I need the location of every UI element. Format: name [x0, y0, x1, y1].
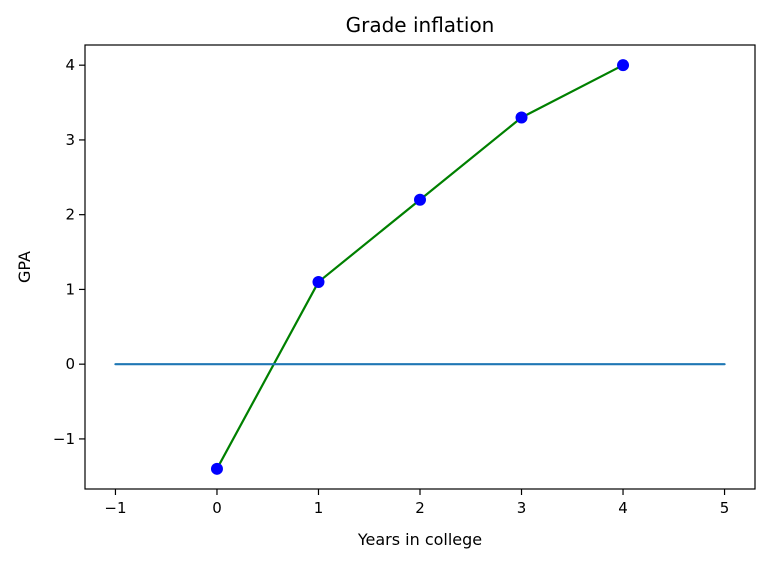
- y-axis: −1 0 1 2 3 4: [53, 56, 85, 448]
- y-axis-label: GPA: [15, 251, 34, 283]
- y-tick-label: 2: [65, 206, 75, 224]
- series-0-point: [515, 111, 528, 124]
- plot-area: [84, 44, 756, 490]
- x-tick-label: 4: [618, 499, 628, 517]
- y-tick-label: 3: [65, 131, 75, 149]
- chart-title: Grade inflation: [346, 13, 495, 37]
- y-tick-label: 4: [65, 56, 75, 74]
- y-tick-label: 1: [65, 280, 75, 298]
- y-tick-label: −1: [53, 430, 75, 448]
- series-0-point: [617, 59, 630, 72]
- plot-frame: [84, 44, 756, 490]
- x-tick-label: 3: [517, 499, 527, 517]
- series-0-point: [210, 462, 223, 475]
- x-tick-label: −1: [104, 499, 126, 517]
- x-tick-label: 5: [720, 499, 730, 517]
- series-layer: [114, 59, 726, 475]
- series-0-point: [312, 275, 325, 288]
- y-tick-label: 0: [65, 355, 75, 373]
- x-axis: −1 0 1 2 3 4 5: [104, 489, 729, 517]
- x-tick-label: 0: [212, 499, 222, 517]
- x-tick-label: 2: [415, 499, 425, 517]
- series-0-point: [414, 193, 426, 206]
- x-tick-label: 1: [314, 499, 324, 517]
- x-axis-label: Years in college: [357, 530, 482, 549]
